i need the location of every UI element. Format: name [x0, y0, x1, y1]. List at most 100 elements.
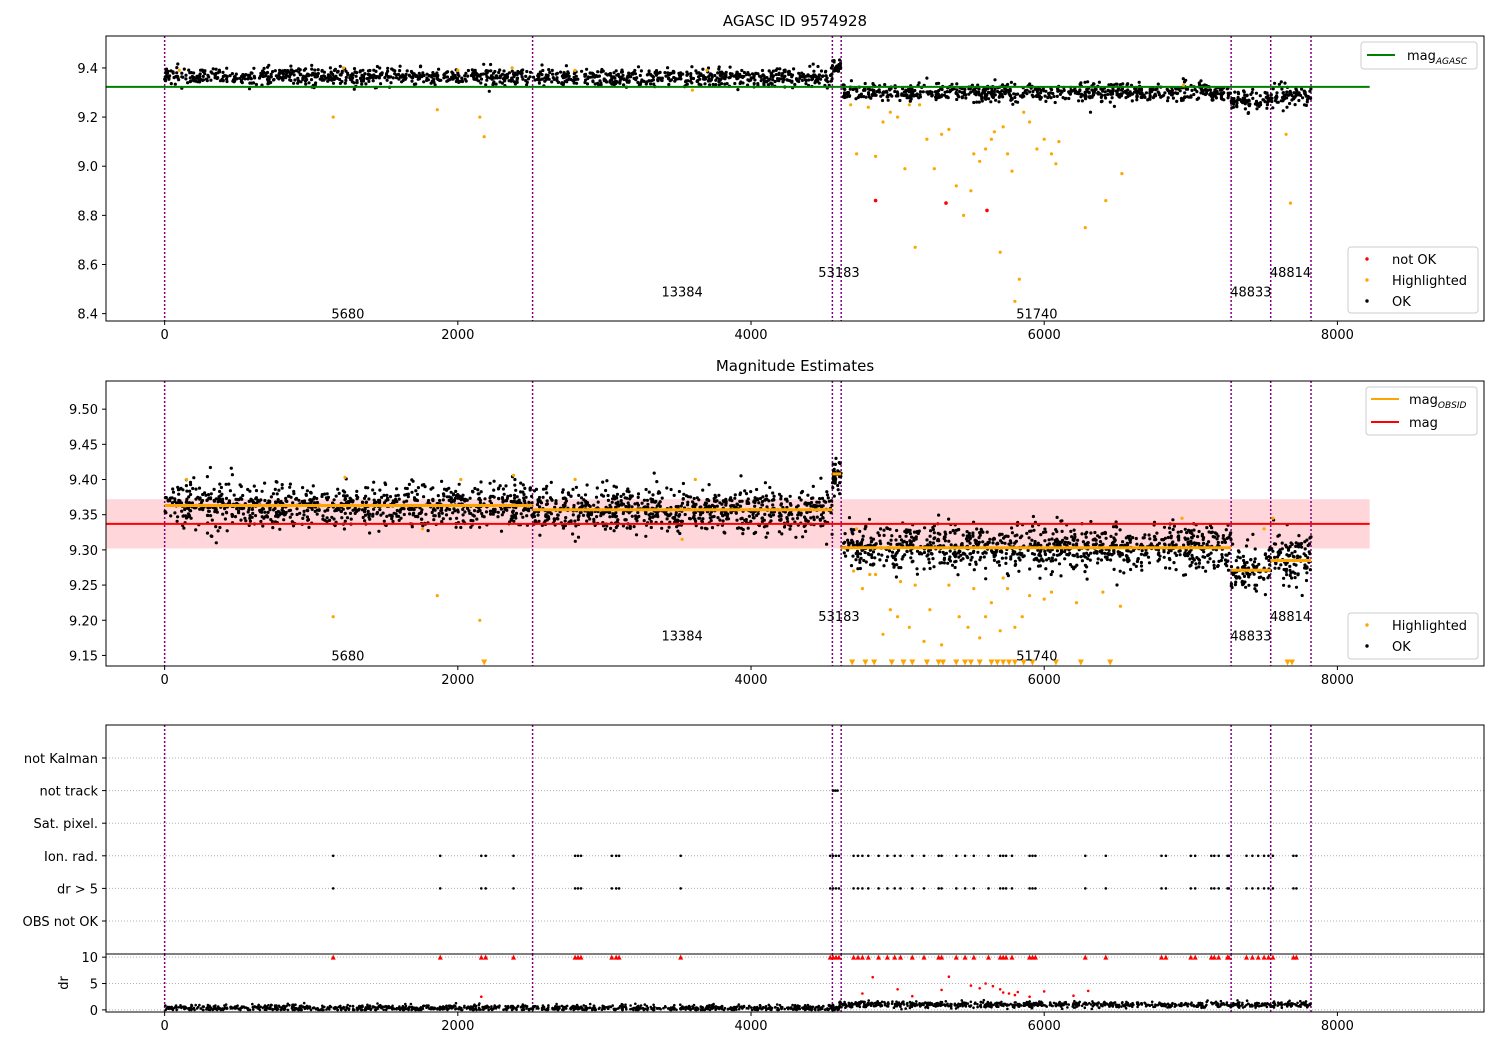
- ok-point: [989, 100, 993, 104]
- ok-point: [761, 495, 765, 499]
- ok-point: [765, 505, 769, 509]
- ok-point: [473, 509, 477, 513]
- ok-point: [645, 498, 650, 502]
- ok-point: [625, 526, 629, 530]
- ok-point: [821, 74, 825, 78]
- ok-point: [1053, 100, 1057, 105]
- ok-point: [823, 519, 827, 523]
- ok-point: [738, 491, 743, 495]
- ok-point: [227, 499, 231, 503]
- ok-point: [205, 513, 210, 518]
- ok-point: [253, 514, 258, 518]
- ok-point: [931, 541, 936, 545]
- highlighted-point: [874, 154, 878, 158]
- ok-point: [1184, 78, 1188, 82]
- ok-point: [1242, 97, 1246, 101]
- ok-point: [805, 503, 809, 507]
- ok-point: [1028, 90, 1032, 94]
- ok-point: [944, 551, 949, 555]
- ok-point: [588, 517, 592, 521]
- ok-point: [380, 495, 384, 499]
- ok-point: [342, 494, 346, 498]
- ok-point: [1051, 559, 1055, 563]
- ok-point: [522, 496, 526, 500]
- ok-point: [859, 92, 864, 96]
- y-tick-label: 9.2: [77, 111, 98, 126]
- ok-point: [1234, 575, 1238, 579]
- ok-point: [1212, 563, 1216, 568]
- ok-point: [194, 497, 198, 501]
- ok-point: [1147, 561, 1152, 565]
- ok-point: [417, 75, 422, 79]
- ok-point: [794, 535, 798, 539]
- ok-point: [882, 528, 886, 532]
- ok-point: [560, 490, 565, 494]
- ok-point: [819, 524, 823, 528]
- ok-point: [960, 96, 964, 100]
- ok-point: [833, 67, 837, 71]
- ok-point: [271, 78, 276, 82]
- ok-point: [479, 490, 483, 494]
- ok-point: [289, 64, 293, 68]
- ok-point: [317, 508, 321, 512]
- ok-point: [489, 512, 493, 516]
- ok-point: [501, 77, 505, 81]
- ok-point: [998, 94, 1002, 98]
- ok-point: [998, 91, 1003, 95]
- ok-point: [886, 94, 890, 98]
- ok-point: [481, 72, 485, 76]
- ok-point: [1036, 541, 1040, 545]
- ok-point: [1028, 529, 1032, 533]
- ok-point: [742, 70, 747, 75]
- ok-point: [1231, 105, 1236, 109]
- ok-point: [366, 509, 370, 513]
- ok-point: [528, 75, 532, 79]
- ok-point: [1001, 83, 1005, 87]
- ok-point: [343, 511, 347, 515]
- ok-point: [315, 500, 319, 505]
- ok-point: [223, 517, 227, 521]
- ok-point: [646, 502, 650, 506]
- ok-point: [367, 79, 371, 83]
- ok-point: [690, 65, 694, 69]
- ok-point: [214, 525, 218, 529]
- ok-point: [800, 78, 805, 82]
- ok-point: [313, 509, 317, 513]
- ok-point: [1172, 561, 1176, 565]
- ok-point: [1050, 88, 1054, 92]
- ok-point: [860, 548, 864, 553]
- highlighted-point: [918, 103, 922, 107]
- ok-point: [621, 502, 626, 506]
- ok-point: [739, 474, 743, 478]
- ok-point: [842, 541, 846, 545]
- ok-point: [561, 83, 565, 87]
- ok-point: [1281, 91, 1285, 95]
- ok-point: [540, 77, 544, 81]
- ok-point: [1075, 91, 1079, 96]
- ok-point: [451, 493, 455, 497]
- ok-point: [953, 531, 957, 535]
- ok-point: [1025, 531, 1029, 536]
- ok-point: [717, 493, 721, 497]
- ok-point: [528, 70, 533, 74]
- ok-point: [679, 71, 683, 75]
- ok-point: [391, 68, 395, 72]
- ok-point: [812, 69, 816, 73]
- ok-point: [315, 512, 319, 516]
- ok-point: [983, 550, 987, 554]
- ok-point: [334, 494, 338, 498]
- ok-point: [1257, 576, 1261, 580]
- ok-point: [1080, 532, 1084, 536]
- ok-point: [372, 498, 376, 502]
- ok-point: [1136, 557, 1140, 561]
- ok-point: [466, 68, 470, 73]
- ok-point: [701, 67, 705, 71]
- ok-point: [749, 76, 754, 80]
- ok-point: [752, 500, 756, 504]
- ok-point: [1078, 88, 1082, 92]
- ok-point: [378, 66, 382, 70]
- ok-point: [1252, 560, 1257, 564]
- ok-point: [544, 502, 549, 507]
- ok-point: [1010, 526, 1014, 530]
